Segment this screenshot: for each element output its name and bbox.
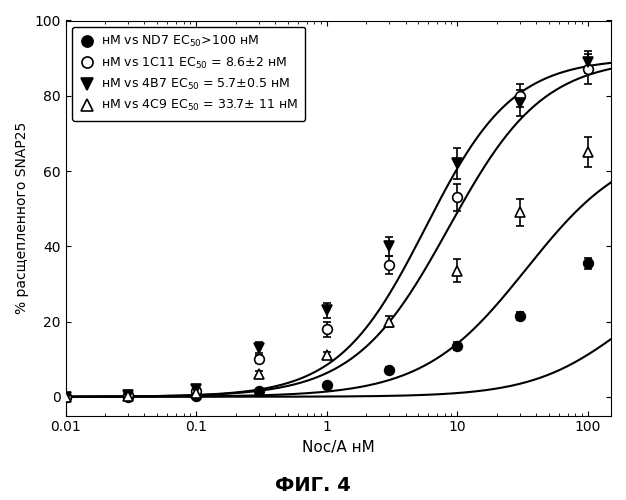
Text: ФИГ. 4: ФИГ. 4 [275, 476, 351, 495]
X-axis label: Noc/A нМ: Noc/A нМ [302, 440, 375, 455]
Y-axis label: % расщепленного SNAP25: % расщепленного SNAP25 [15, 122, 29, 314]
Legend: нМ vs ND7 EC$_{50}$>100 нМ, нМ vs 1C11 EC$_{50}$ = 8.6±2 нМ, нМ vs 4B7 EC$_{50}$: нМ vs ND7 EC$_{50}$>100 нМ, нМ vs 1C11 E… [72, 26, 305, 121]
